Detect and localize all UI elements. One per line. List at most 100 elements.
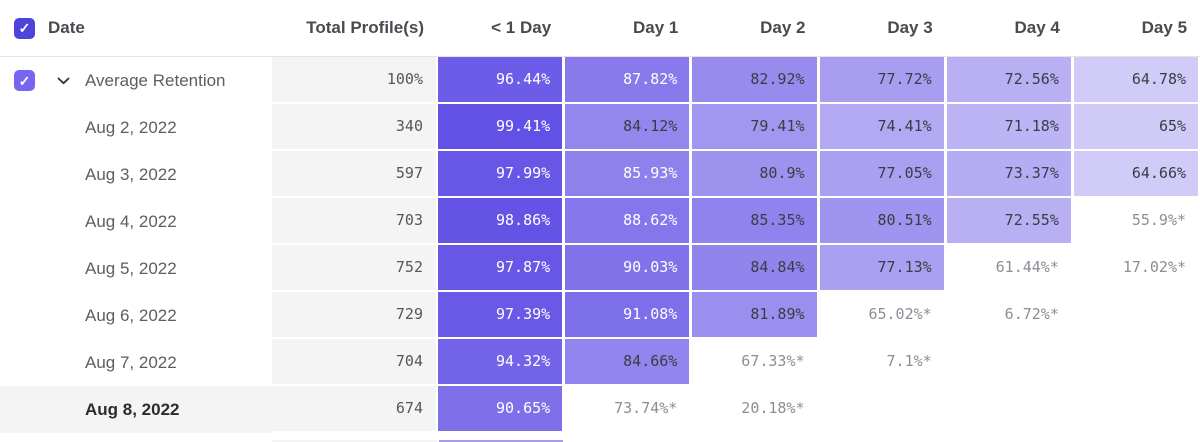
total-profiles-cell: 597	[272, 151, 437, 198]
retention-cell[interactable]: 73.37%	[946, 151, 1073, 198]
retention-value: 90.65%	[438, 386, 563, 431]
row-checkbox[interactable]: ✓	[14, 70, 35, 91]
retention-value: 85.93%	[565, 151, 690, 196]
retention-cell[interactable]: 72.55%	[946, 198, 1073, 245]
retention-value: 97.87%	[438, 245, 563, 290]
retention-cell[interactable]: 82.92%	[691, 57, 818, 104]
table-body: ✓ Average Retention 100% 96.44% 87.82% 82.92%…	[0, 57, 1200, 433]
retention-cell[interactable]: 97.39%	[437, 292, 564, 339]
retention-cell[interactable]: 55.9%*	[1073, 198, 1200, 245]
retention-cell[interactable]: 81.89%	[691, 292, 818, 339]
retention-cell[interactable]: 97.87%	[437, 245, 564, 292]
retention-cell[interactable]: 91.08%	[564, 292, 691, 339]
retention-value: 80.51%	[819, 198, 944, 243]
retention-cell[interactable]: 6.72%*	[946, 292, 1073, 339]
total-profiles-value: 703	[272, 198, 436, 243]
retention-cell[interactable]: 17.02%*	[1073, 245, 1200, 292]
retention-cell[interactable]: 85.35%	[691, 198, 818, 245]
retention-value: 85.35%	[692, 198, 817, 243]
day-column-header: Day 2	[760, 18, 806, 37]
retention-cell[interactable]: 20.18%*	[691, 386, 818, 433]
retention-value: 99.41%	[438, 104, 563, 149]
cohort-row: Aug 4, 2022 703 98.86% 88.62% 85.35% 80.51% 72…	[0, 198, 1200, 245]
retention-value: 65%	[1073, 104, 1199, 149]
retention-cell[interactable]: 7.1%*	[819, 339, 946, 386]
total-profiles-cell: 100%	[272, 57, 437, 104]
total-profiles-cell: 340	[272, 104, 437, 151]
retention-value: 77.05%	[819, 151, 944, 196]
row-label: Aug 7, 2022	[85, 352, 177, 372]
check-icon: ✓	[18, 20, 31, 36]
retention-cell[interactable]: 77.13%	[819, 245, 946, 292]
date-cell[interactable]: Aug 4, 2022	[0, 198, 272, 245]
retention-cell[interactable]: 84.66%	[564, 339, 691, 386]
retention-cell[interactable]: 84.84%	[691, 245, 818, 292]
retention-value: 77.13%	[819, 245, 944, 290]
partial-total-cell	[272, 440, 437, 442]
retention-cell[interactable]: 79.41%	[691, 104, 818, 151]
retention-cell[interactable]: 98.86%	[437, 198, 564, 245]
partial-next-row	[0, 440, 1200, 442]
retention-value: 61.44%*	[995, 258, 1059, 276]
date-cell[interactable]: Aug 7, 2022	[0, 339, 272, 386]
retention-cell[interactable]: 67.33%*	[691, 339, 818, 386]
select-all-checkbox[interactable]: ✓	[14, 17, 35, 39]
cohort-row: Aug 7, 2022 704 94.32% 84.66% 67.33%* 7.1%*	[0, 339, 1200, 386]
retention-value: 82.92%	[692, 57, 817, 102]
retention-cell[interactable]: 88.62%	[564, 198, 691, 245]
retention-cell	[946, 339, 1073, 386]
retention-cell[interactable]: 72.56%	[946, 57, 1073, 104]
date-cell[interactable]: Aug 2, 2022	[0, 104, 272, 151]
retention-cell[interactable]: 61.44%*	[946, 245, 1073, 292]
retention-cell[interactable]: 65%	[1073, 104, 1200, 151]
retention-cell[interactable]: 85.93%	[564, 151, 691, 198]
retention-cell[interactable]: 80.9%	[691, 151, 818, 198]
total-profiles-cell: 704	[272, 339, 437, 386]
retention-cell[interactable]: 96.44%	[437, 57, 564, 104]
day-column-header: < 1 Day	[491, 18, 552, 37]
retention-value: 88.62%	[565, 198, 690, 243]
retention-cell[interactable]: 94.32%	[437, 339, 564, 386]
retention-cell[interactable]: 80.51%	[819, 198, 946, 245]
retention-cell[interactable]: 87.82%	[564, 57, 691, 104]
retention-cell[interactable]: 64.78%	[1073, 57, 1200, 104]
cohort-row: Aug 2, 2022 340 99.41% 84.12% 79.41% 74.41% 71…	[0, 104, 1200, 151]
total-profiles-value: 704	[272, 339, 436, 384]
day-column-header: Day 1	[632, 18, 679, 37]
total-profiles-cell: 674	[272, 386, 437, 433]
retention-cell[interactable]: 99.41%	[437, 104, 564, 151]
row-label: Aug 2, 2022	[85, 117, 177, 137]
retention-value: 67.33%*	[741, 352, 805, 370]
retention-value: 55.9%*	[1131, 211, 1187, 229]
retention-cell[interactable]: 71.18%	[946, 104, 1073, 151]
chevron-down-icon[interactable]	[57, 77, 70, 85]
date-cell[interactable]: Aug 6, 2022	[0, 292, 272, 339]
retention-cell[interactable]: 65.02%*	[819, 292, 946, 339]
retention-cell[interactable]: 84.12%	[564, 104, 691, 151]
date-column-header: Date	[48, 18, 85, 37]
table-header-row: ✓ Date Total Profile(s) < 1 Day Day 1 Da…	[0, 0, 1200, 57]
retention-value: 20.18%*	[741, 399, 805, 417]
retention-cell[interactable]: 90.65%	[437, 386, 564, 433]
retention-cell[interactable]: 74.41%	[819, 104, 946, 151]
total-profiles-column-header: Total Profile(s)	[306, 18, 424, 37]
retention-cell[interactable]: 73.74%*	[564, 386, 691, 433]
total-profiles-value: 100%	[272, 57, 436, 102]
retention-cell[interactable]: 77.72%	[819, 57, 946, 104]
date-cell[interactable]: Aug 5, 2022	[0, 245, 272, 292]
date-cell[interactable]: Aug 3, 2022	[0, 151, 272, 198]
date-cell[interactable]: ✓ Average Retention	[0, 57, 272, 104]
retention-value: 87.82%	[565, 57, 690, 102]
date-cell[interactable]: Aug 8, 2022	[0, 386, 272, 433]
retention-cell[interactable]: 77.05%	[819, 151, 946, 198]
total-profiles-value: 752	[272, 245, 436, 290]
retention-cell[interactable]: 90.03%	[564, 245, 691, 292]
day-column-header: Day 3	[887, 18, 933, 37]
retention-cell[interactable]: 64.66%	[1073, 151, 1200, 198]
retention-value: 77.72%	[819, 57, 944, 102]
row-label: Aug 3, 2022	[85, 164, 177, 184]
retention-value: 84.66%	[565, 339, 690, 384]
retention-cell[interactable]: 97.99%	[437, 151, 564, 198]
check-icon: ✓	[18, 72, 31, 89]
